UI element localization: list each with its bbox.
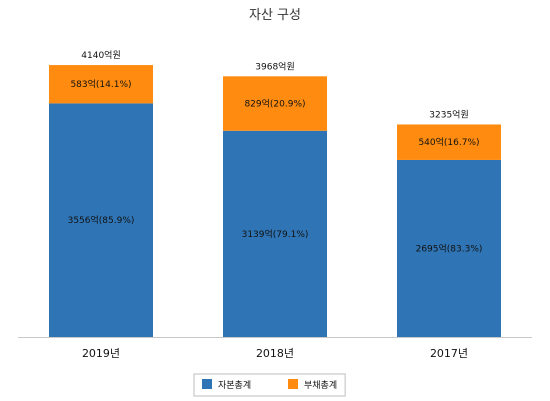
bar-value-label: 829억(20.9%) (244, 98, 305, 110)
plot-area: 3556억(85.9%) 583억(14.1%) 4140억원 2019년 3139억(… (18, 49, 532, 360)
bar-segment-equity-2 (223, 130, 327, 337)
x-tick-label: 2017년 (430, 347, 468, 360)
bar-total-label: 4140억원 (81, 49, 120, 61)
bar-value-label: 583억(14.1%) (70, 78, 131, 90)
bar-total-label: 3235억원 (429, 108, 468, 120)
bar-value-label: 540억(16.7%) (418, 136, 479, 148)
bar-segment-equity-3 (397, 159, 501, 337)
chart-title: 자산 구성 (249, 8, 301, 23)
legend-frame (193, 373, 346, 397)
legend: 자본총계 부채총계 (193, 373, 346, 397)
bar-segment-liabilities-1 (49, 65, 153, 104)
bar-segment-equity-1 (49, 103, 153, 337)
x-tick-label: 2018년 (256, 347, 294, 360)
x-tick-label: 2019년 (82, 347, 120, 360)
legend-label-equity: 자본총계 (218, 379, 251, 391)
bar-value-label: 3556억(85.9%) (68, 214, 135, 226)
bar-value-label: 2695억(83.3%) (416, 242, 483, 254)
legend-swatch-liabilities (288, 379, 298, 389)
bar-segment-liabilities-3 (397, 124, 501, 160)
legend-label-liabilities: 부채총계 (304, 379, 337, 391)
bar-total-label: 3968억원 (255, 60, 294, 72)
bar-segment-liabilities-2 (223, 76, 327, 131)
legend-swatch-equity (202, 379, 212, 389)
bar-value-label: 3139억(79.1%) (242, 228, 309, 240)
